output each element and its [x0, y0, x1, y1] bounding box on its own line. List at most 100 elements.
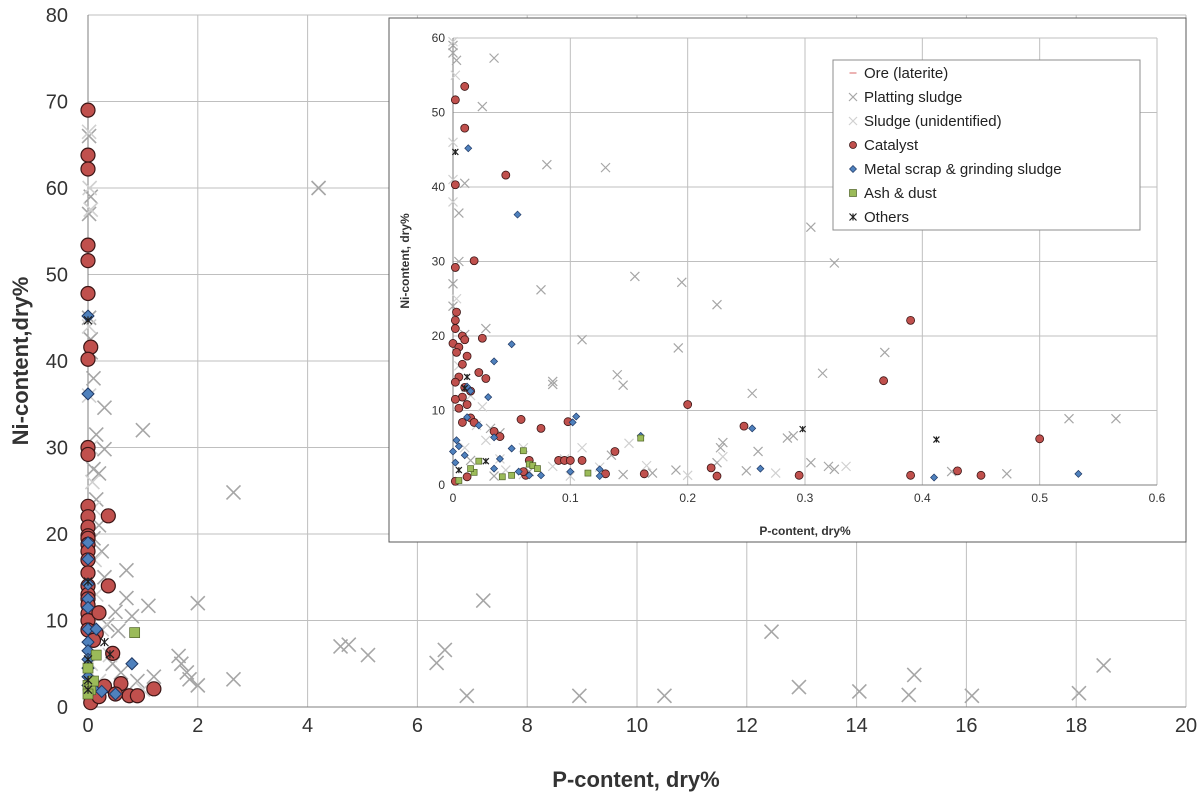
inset-point-others	[932, 436, 940, 443]
inset-point-platting-sludge	[541, 159, 552, 170]
inset-point-sludge-unidentified	[565, 471, 576, 481]
inset-point-metal-scrap-grinding-sludge	[537, 471, 545, 480]
inset-point-metal-scrap-grinding-sludge	[452, 436, 461, 445]
inset-point-catalyst	[450, 324, 460, 333]
inset-point-platting-sludge	[717, 437, 728, 448]
inset-point-catalyst	[976, 470, 986, 480]
inset-point-platting-sludge	[547, 379, 558, 390]
inset-point-catalyst	[516, 415, 526, 424]
main-point-platting-sludge	[129, 673, 145, 689]
main-point-catalyst	[100, 578, 116, 594]
inset-point-ash-dust	[534, 465, 541, 472]
inset-point-metal-scrap-grinding-sludge	[566, 467, 575, 476]
inset-point-sludge-unidentified	[459, 442, 470, 453]
main-x-tick-label: 6	[412, 715, 423, 737]
main-point-platting-sludge	[124, 608, 140, 624]
inset-point-metal-scrap-grinding-sludge	[449, 447, 457, 456]
main-point-platting-sludge	[225, 484, 242, 501]
main-point-others	[100, 637, 109, 647]
main-point-platting-sludge	[113, 664, 129, 680]
main-point-platting-sludge	[181, 671, 198, 687]
inset-point-ash-dust	[467, 465, 474, 472]
inset-point-sludge-unidentified	[477, 401, 488, 412]
main-y-tick-label: 0	[57, 697, 68, 719]
main-point-sludge-unidentified	[81, 318, 97, 334]
inset-point-others	[455, 466, 463, 474]
main-point-platting-sludge	[906, 667, 922, 683]
inset-point-catalyst	[577, 456, 587, 465]
inset-point-platting-sludge	[489, 471, 499, 481]
main-point-sludge-unidentified	[82, 180, 98, 196]
inset-point-catalyst	[469, 256, 479, 266]
legend-label-ore-laterite: Ore (laterite)	[864, 65, 948, 82]
inset-gridlines	[453, 37, 1158, 485]
inset-point-catalyst	[477, 333, 487, 343]
inset-point-platting-sludge	[600, 162, 611, 173]
inset-y-tick-label: 20	[432, 329, 446, 343]
main-x-tick-label: 2	[192, 715, 203, 737]
legend-marker-metal-scrap-grinding-sludge	[849, 165, 857, 173]
inset-point-ash-dust	[455, 477, 463, 484]
legend: Ore (laterite) Platting sludge Sludge (uni…	[832, 59, 1141, 231]
inset-point-metal-scrap-grinding-sludge	[756, 464, 765, 473]
main-x-tick-label: 20	[1175, 715, 1197, 737]
main-point-catalyst	[80, 161, 96, 177]
main-point-metal-scrap-grinding-sludge	[95, 684, 109, 699]
inset-point-catalyst	[565, 456, 575, 465]
inset-point-platting-sludge	[448, 40, 458, 51]
main-point-platting-sludge	[459, 688, 475, 704]
inset-point-platting-sludge	[448, 278, 458, 289]
main-x-tick-label: 16	[955, 715, 977, 737]
main-point-platting-sludge	[190, 595, 206, 611]
inset-axes	[452, 38, 1157, 486]
main-point-metal-scrap-grinding-sludge	[125, 657, 139, 671]
inset-point-catalyst	[683, 400, 693, 409]
main-point-platting-sludge	[88, 426, 104, 443]
inset-point-platting-sludge	[1064, 413, 1074, 424]
main-point-platting-sludge	[171, 648, 187, 664]
main-point-platting-sludge	[118, 590, 134, 606]
main-x-axis-label: P-content, dry%	[552, 767, 719, 792]
inset-point-catalyst	[460, 335, 470, 345]
main-point-platting-sludge	[791, 679, 807, 695]
inset-point-sludge-unidentified	[841, 461, 851, 472]
main-point-catalyst	[80, 147, 96, 163]
main-x-tick-label: 4	[302, 715, 313, 737]
main-point-platting-sludge	[475, 593, 491, 609]
inset-point-platting-sludge	[547, 376, 558, 387]
inset-point-metal-scrap-grinding-sludge	[595, 472, 604, 481]
main-point-metal-scrap-grinding-sludge	[81, 387, 95, 401]
inset-point-catalyst	[450, 95, 460, 105]
inset-point-ash-dust	[520, 447, 527, 455]
inset-point-platting-sludge	[829, 464, 840, 475]
legend-label-metal-scrap-grinding-sludge: Metal scrap & grinding sludge	[864, 161, 1062, 178]
main-point-platting-sludge	[360, 647, 376, 663]
main-point-platting-sludge	[85, 370, 102, 386]
legend-label-others: Others	[864, 209, 909, 226]
main-point-ash-dust	[82, 662, 94, 674]
inset-y-tick-label: 50	[432, 106, 446, 120]
inset-point-sludge-unidentified	[451, 293, 462, 304]
main-point-platting-sludge	[1071, 685, 1087, 701]
inset-x-tick-label: 0	[450, 491, 457, 505]
main-point-platting-sludge	[763, 624, 780, 640]
legend-marker-sludge-unidentified	[848, 116, 858, 126]
inset-point-ash-dust	[498, 473, 506, 481]
inset-point-catalyst	[450, 180, 460, 190]
main-y-tick-label: 60	[46, 178, 68, 200]
main-x-tick-label: 0	[82, 715, 93, 737]
inset-point-sludge-unidentified	[682, 470, 693, 481]
inset-point-metal-scrap-grinding-sludge	[507, 444, 516, 453]
inset-point-platting-sludge	[805, 457, 816, 468]
inset-point-platting-sludge	[477, 101, 488, 112]
inset-point-metal-scrap-grinding-sludge	[572, 412, 581, 421]
main-point-catalyst	[80, 285, 96, 302]
inset-point-platting-sludge	[741, 465, 752, 476]
main-data-points	[80, 102, 1112, 711]
inset-point-metal-scrap-grinding-sludge	[466, 387, 475, 396]
main-point-platting-sludge	[341, 637, 357, 653]
inset-point-catalyst	[1035, 434, 1045, 444]
main-x-tick-label: 10	[626, 715, 648, 737]
inset-point-catalyst	[452, 347, 461, 357]
